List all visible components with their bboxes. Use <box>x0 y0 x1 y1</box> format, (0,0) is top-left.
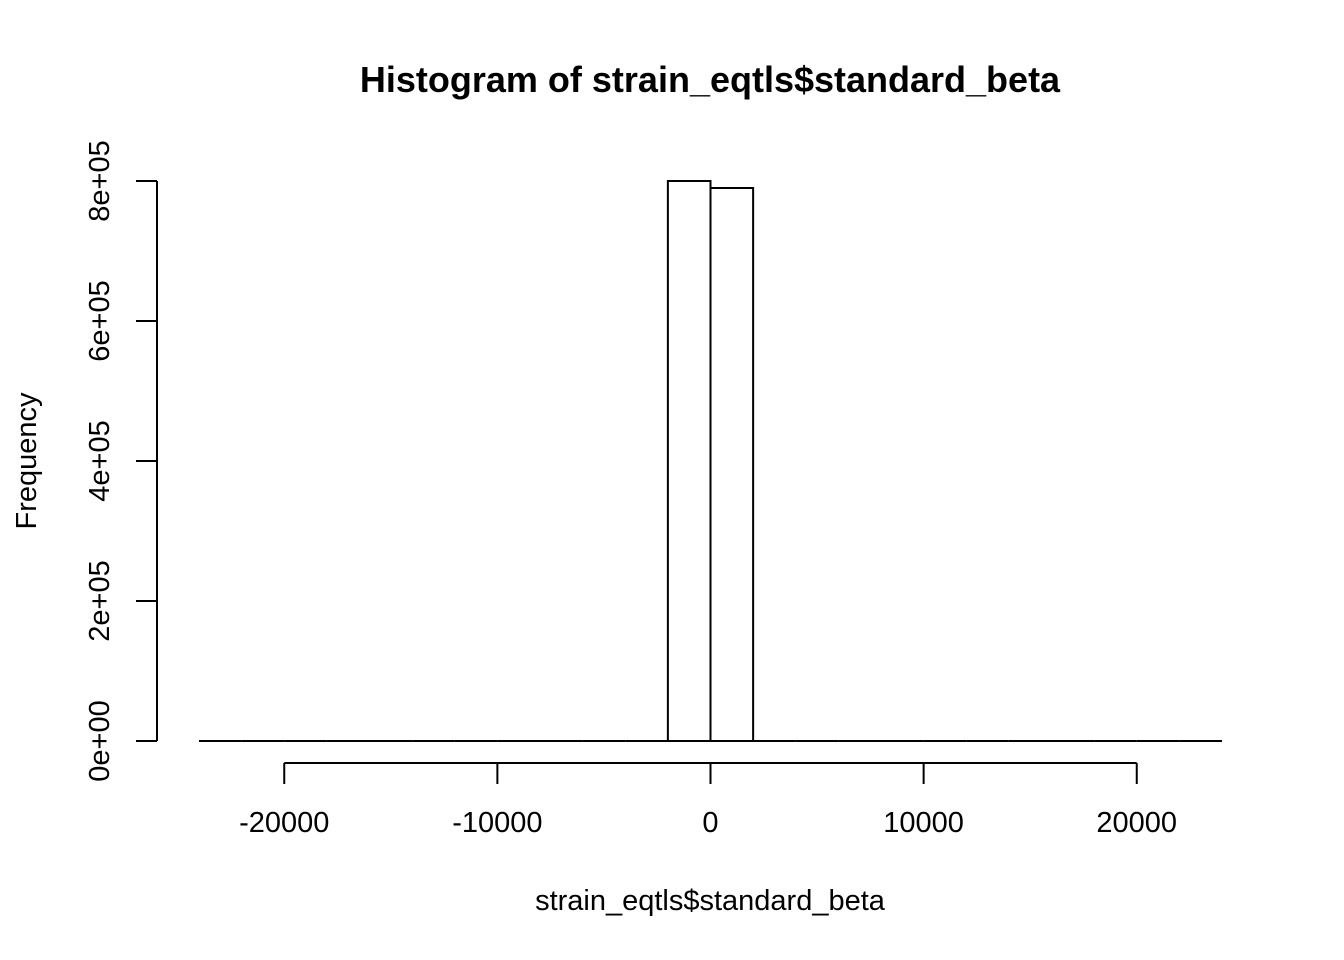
x-tick-label: 0 <box>702 807 718 839</box>
histogram-bar <box>709 187 755 742</box>
y-tick-label: 6e+05 <box>84 280 116 361</box>
x-tick-label: -20000 <box>239 807 329 839</box>
y-axis: 0e+00 2e+05 4e+05 6e+05 8e+05 <box>84 140 158 782</box>
x-tick-label: 20000 <box>1096 807 1177 839</box>
y-tick-label: 8e+05 <box>84 140 116 221</box>
x-tick-label: -10000 <box>452 807 542 839</box>
y-axis-label: Frequency <box>11 392 43 530</box>
x-axis: -20000 -10000 0 10000 20000 <box>239 762 1177 839</box>
chart-title: Histogram of strain_eqtls$standard_beta <box>360 59 1061 100</box>
y-tick-label: 0e+00 <box>84 700 116 781</box>
x-axis-label: strain_eqtls$standard_beta <box>535 885 886 917</box>
y-tick-label: 2e+05 <box>84 560 116 641</box>
histogram-bar <box>666 180 712 742</box>
y-tick-label: 4e+05 <box>84 420 116 501</box>
histogram-bars <box>199 180 1222 742</box>
x-tick-label: 10000 <box>883 807 964 839</box>
